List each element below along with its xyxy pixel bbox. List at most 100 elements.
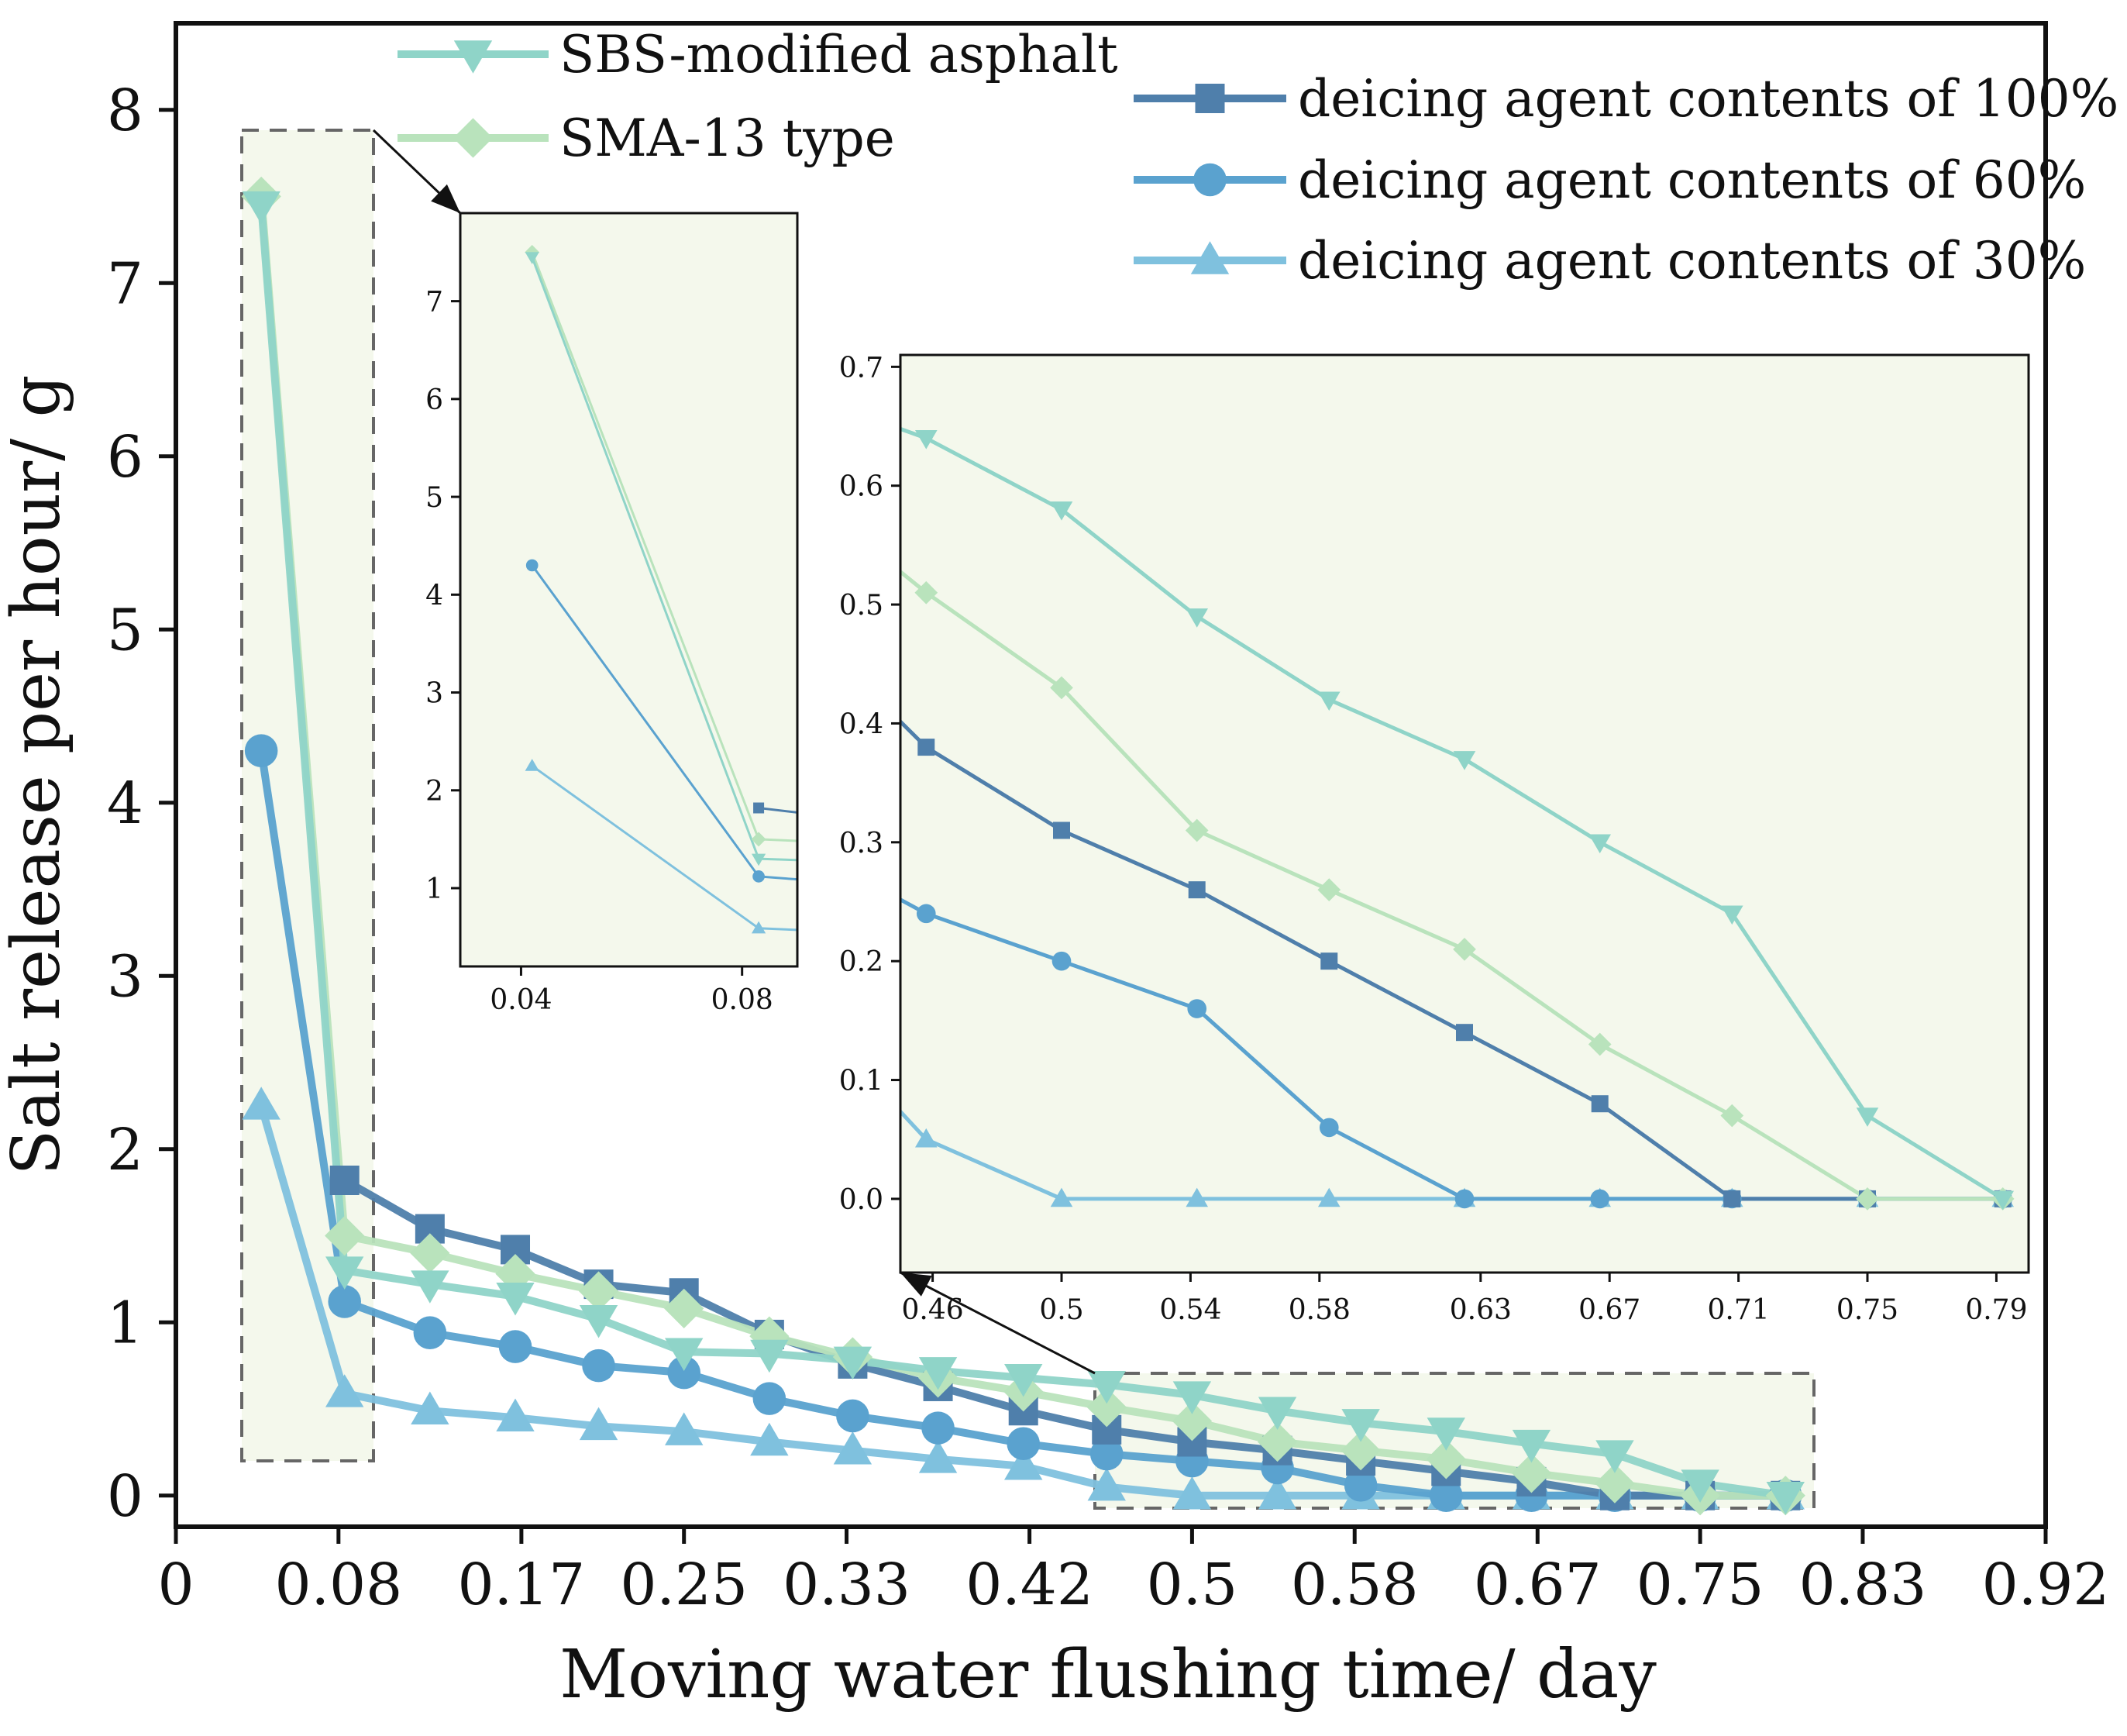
data-point-s0-0 xyxy=(242,191,281,225)
connector-arrow-left-head xyxy=(431,184,460,213)
data-point-s4-8 xyxy=(918,1440,958,1473)
inset-left-y-tick-label: 4 xyxy=(425,580,443,611)
inset-right-x-tick-label: 0.79 xyxy=(1965,1294,2027,1326)
inset-right-point-s4-10 xyxy=(914,1128,938,1148)
inset-right-point-s1-10 xyxy=(914,580,938,604)
inset-right-point-s0-17 xyxy=(1856,1107,1879,1127)
connector-arrow-right-line xyxy=(900,1271,1096,1375)
inset-right-point-s1-15 xyxy=(1588,1032,1612,1056)
data-point-s4-11 xyxy=(1172,1476,1212,1510)
inset-left: 0.04 0.08 1 2 3 4 5 6 7 xyxy=(425,212,799,1016)
inset-right-y-tick-label: 0.0 xyxy=(839,1184,883,1216)
x-tick-label: 0.83 xyxy=(1799,1552,1927,1618)
legend-entry-3: deicing agent contents of 60% xyxy=(1134,150,2086,210)
inset-left-point-s4-0 xyxy=(525,759,539,771)
inset-right-point-s3-14 xyxy=(1454,1189,1475,1209)
legend-marker xyxy=(453,118,494,158)
legend-label: deicing agent contents of 60% xyxy=(1298,150,2086,210)
inset-right-y-tick-label: 0.1 xyxy=(839,1066,883,1097)
data-point-s1-12 xyxy=(1257,1421,1298,1462)
inset-left-series xyxy=(525,245,797,934)
inset-right-point-s0-10 xyxy=(914,430,938,450)
inset-right-x-tick-label: 0.71 xyxy=(1708,1294,1770,1326)
inset-left-x-tick-label: 0.04 xyxy=(490,984,552,1016)
y-tick-label: 5 xyxy=(107,597,143,663)
inset-right-y-tick-label: 0.2 xyxy=(839,946,883,978)
data-point-s0-18 xyxy=(1766,1481,1805,1515)
inset-right-point-s4-13 xyxy=(1317,1187,1341,1207)
connector-arrow-right xyxy=(900,1271,1096,1375)
data-point-s0-1 xyxy=(325,1256,364,1290)
data-point-s3-2 xyxy=(413,1316,447,1349)
y-axis-title: Salt release per hour/ g xyxy=(0,374,75,1175)
inset-right-point-s1-16 xyxy=(1720,1104,1744,1128)
inset-right-series xyxy=(900,426,2015,1211)
data-point-s4-3 xyxy=(496,1398,535,1431)
data-point-s0-4 xyxy=(579,1305,618,1338)
data-point-s1-5 xyxy=(664,1288,704,1329)
data-point-s0-6 xyxy=(750,1339,789,1373)
inset-right-y-tick-label: 0.3 xyxy=(839,828,883,859)
data-point-s0-16 xyxy=(1595,1440,1634,1473)
legend-marker xyxy=(1190,241,1230,274)
inset-left-y-tick-label: 2 xyxy=(425,776,443,808)
legend-entry-0: SBS-modified asphalt xyxy=(398,25,1118,84)
inset-right-x-tick-label: 0.67 xyxy=(1578,1294,1640,1326)
legend-entry-2: deicing agent contents of 100% xyxy=(1134,69,2118,129)
legend-entry-1: SMA-13 type xyxy=(398,108,895,168)
data-point-s4-12 xyxy=(1258,1476,1297,1510)
inset-right-point-s3-12 xyxy=(1187,999,1207,1018)
legend-marker xyxy=(453,40,493,74)
inset-right-point-s0-16 xyxy=(1720,905,1743,925)
data-point-s3-5 xyxy=(667,1355,700,1390)
x-tick-label: 0.42 xyxy=(965,1552,1093,1618)
data-point-s4-2 xyxy=(411,1391,449,1425)
inset-left-y-tick-label: 7 xyxy=(425,287,443,319)
data-point-s3-6 xyxy=(752,1382,786,1415)
inset-right-point-s3-11 xyxy=(1051,951,1072,971)
data-point-s3-13 xyxy=(1344,1469,1378,1502)
y-tick-label: 7 xyxy=(107,250,143,317)
data-point-s0-10 xyxy=(1087,1370,1126,1404)
data-point-s0-11 xyxy=(1172,1381,1212,1414)
inset-left-x-tick-label: 0.08 xyxy=(711,984,773,1016)
data-point-s4-4 xyxy=(579,1407,618,1441)
legend-entry-4: deicing agent contents of 30% xyxy=(1134,231,2086,291)
x-tick-label: 0.67 xyxy=(1474,1552,1602,1618)
inset-left-point-s1-1 xyxy=(751,832,766,847)
legend-label: SMA-13 type xyxy=(559,108,895,168)
inset-right-point-s1-13 xyxy=(1317,878,1341,902)
legend-label: SBS-modified asphalt xyxy=(559,25,1118,84)
data-point-s3-0 xyxy=(244,734,278,767)
inset-right-point-s0-14 xyxy=(1453,751,1476,770)
inset-right-point-s0-12 xyxy=(1186,608,1209,628)
legend-marker xyxy=(1193,163,1227,197)
x-axis-title: Moving water flushing time/ day xyxy=(559,1636,1657,1714)
data-point-s4-0 xyxy=(242,1087,281,1120)
y-tick-label: 2 xyxy=(107,1117,143,1183)
inset-left-point-s0-0 xyxy=(525,252,539,264)
inset-right-point-s2-11 xyxy=(1053,822,1070,839)
data-point-s3-1 xyxy=(328,1285,361,1318)
data-point-s0-5 xyxy=(665,1338,704,1371)
inset-right-point-s2-16 xyxy=(1723,1190,1741,1207)
x-tick-label: 0.17 xyxy=(457,1552,585,1618)
data-point-s0-17 xyxy=(1681,1469,1719,1503)
connector-arrow-left xyxy=(372,129,462,215)
y-tick-label: 4 xyxy=(107,770,143,837)
data-point-s1-13 xyxy=(1341,1431,1381,1471)
data-point-s4-5 xyxy=(665,1412,704,1445)
data-point-s1-16 xyxy=(1595,1463,1635,1504)
inset-right-point-s0-11 xyxy=(1050,501,1073,521)
inset-right-point-s4-11 xyxy=(1050,1187,1073,1207)
inset-right-y-tick-label: 0.6 xyxy=(839,471,883,503)
data-point-s1-4 xyxy=(578,1271,619,1311)
data-point-s0-2 xyxy=(411,1270,449,1304)
data-point-s3-14 xyxy=(1429,1479,1463,1513)
inset-right: 0.46 0.5 0.54 0.58 0.63 0.67 0.71 0.75 0.79 0.0 0.… xyxy=(839,352,2030,1326)
data-point-s4-1 xyxy=(325,1374,364,1407)
inset-right-point-s3-15 xyxy=(1590,1189,1610,1209)
inset-left-y-tick-label: 3 xyxy=(425,678,443,710)
inset-right-x-tick-label: 0.75 xyxy=(1836,1294,1898,1326)
